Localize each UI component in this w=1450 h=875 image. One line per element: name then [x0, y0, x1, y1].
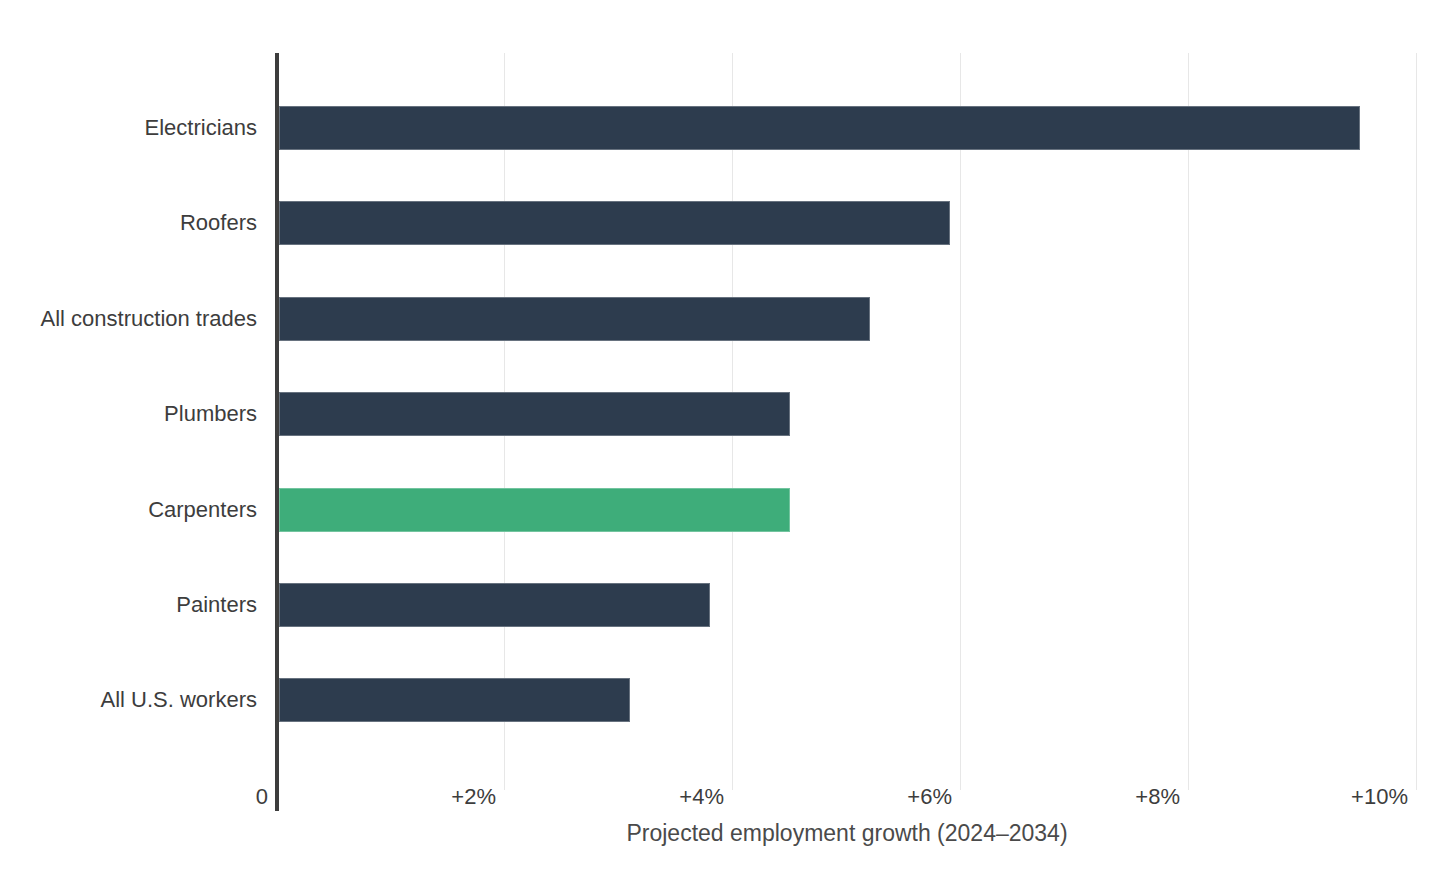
bar-all-construction-trades — [279, 297, 870, 341]
employment-growth-bar-chart: Electricians Roofers All construction trad… — [0, 0, 1450, 875]
bar-roofers — [279, 201, 950, 245]
category-label-carpenters: Carpenters — [148, 496, 257, 522]
x-tick-label-6pct: +6% — [907, 784, 952, 810]
bar-plumbers — [279, 392, 790, 436]
category-label-roofers: Roofers — [180, 210, 257, 236]
category-label-painters: Painters — [176, 592, 257, 618]
category-label-all-construction-trades: All construction trades — [41, 306, 257, 332]
x-tick-label-10pct: +10% — [1351, 784, 1408, 810]
x-axis-title: Projected employment growth (2024–2034) — [277, 819, 1417, 847]
category-label-electricians: Electricians — [145, 115, 257, 141]
bar-electricians — [279, 106, 1360, 150]
gridline-6pct — [960, 53, 961, 790]
category-label-plumbers: Plumbers — [164, 401, 257, 427]
bar-carpenters — [279, 488, 790, 532]
bar-painters — [279, 583, 710, 627]
bar-all-u-s-workers — [279, 678, 630, 722]
x-tick-label-8pct: +8% — [1135, 784, 1180, 810]
x-tick-label-2pct: +2% — [451, 784, 496, 810]
x-tick-label-0pct: 0 — [256, 784, 268, 810]
gridline-8pct — [1188, 53, 1189, 790]
category-label-all-u-s-workers: All U.S. workers — [101, 687, 257, 713]
gridline-10pct — [1416, 53, 1417, 790]
x-tick-label-4pct: +4% — [679, 784, 724, 810]
